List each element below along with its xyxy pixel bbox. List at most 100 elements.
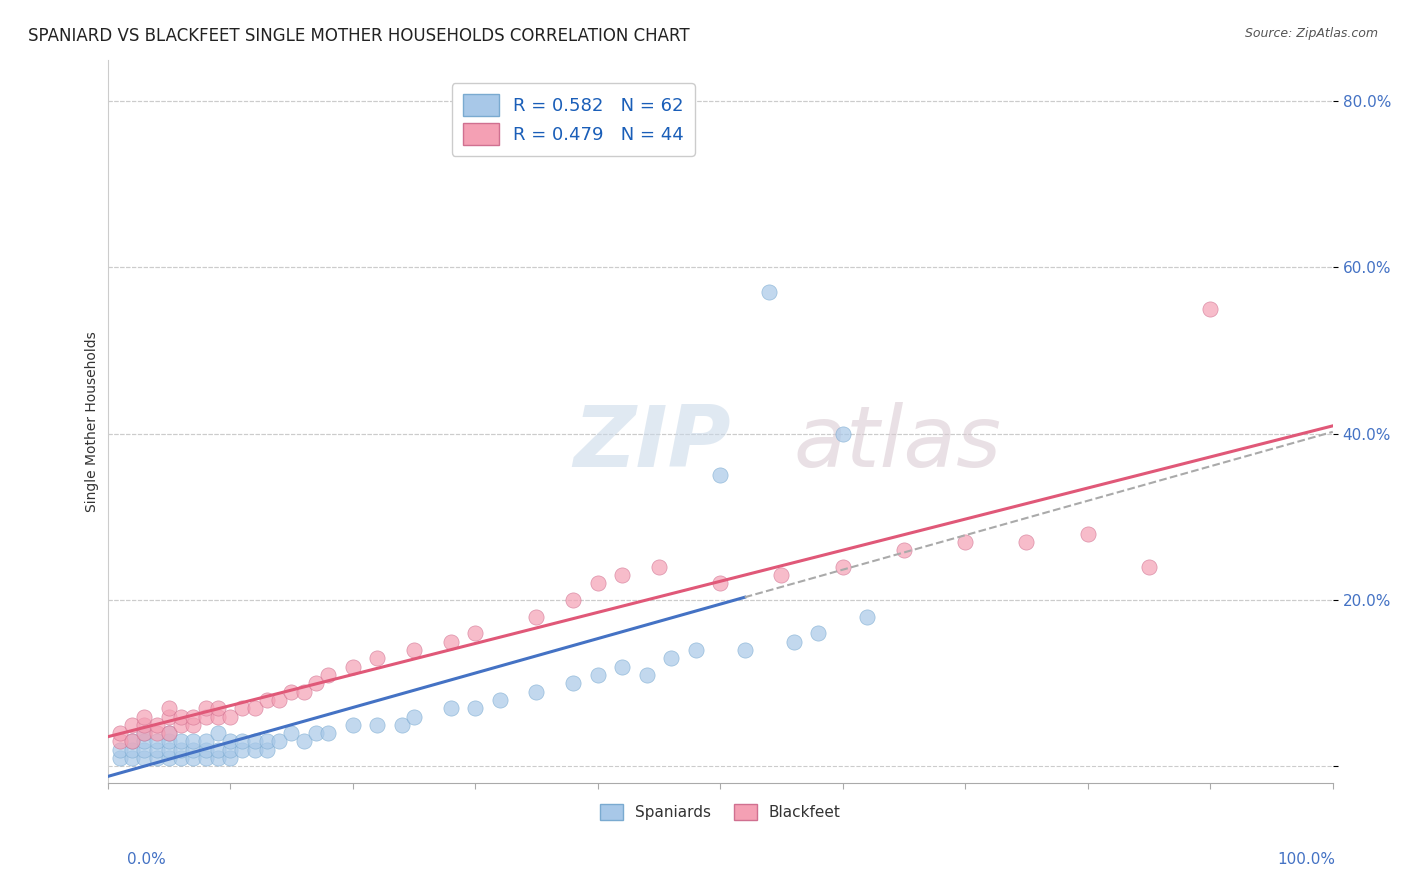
Point [170,743,193,757]
Point [893,543,915,558]
Y-axis label: Single Mother Households: Single Mother Households [86,331,100,512]
Point [391,718,413,732]
Point [157,709,180,723]
Point [1077,526,1099,541]
Point [305,726,328,740]
Point [108,734,131,748]
Point [145,718,167,732]
Point [612,659,634,673]
Point [342,718,364,732]
Point [134,718,156,732]
Point [709,468,731,483]
Point [194,701,217,715]
Point [316,668,339,682]
Point [219,709,242,723]
Point [1199,301,1222,316]
Point [783,634,806,648]
Point [145,734,167,748]
Point [636,668,658,682]
Point [145,743,167,757]
Point [207,743,229,757]
Text: 0.0%: 0.0% [127,852,166,867]
Point [207,701,229,715]
Point [207,726,229,740]
Legend: Spaniards, Blackfeet: Spaniards, Blackfeet [593,797,846,826]
Point [402,709,425,723]
Point [145,751,167,765]
Point [134,726,156,740]
Point [831,426,853,441]
Point [526,684,548,698]
Point [170,718,193,732]
Point [207,751,229,765]
Point [157,734,180,748]
Point [207,709,229,723]
Point [183,751,205,765]
Point [856,609,879,624]
Point [219,734,242,748]
Point [219,751,242,765]
Point [183,743,205,757]
Point [955,535,977,549]
Point [134,709,156,723]
Point [648,559,671,574]
Point [183,718,205,732]
Point [194,709,217,723]
Point [464,701,486,715]
Point [685,643,707,657]
Point [1015,535,1038,549]
Point [108,726,131,740]
Point [440,701,463,715]
Point [366,718,388,732]
Point [807,626,830,640]
Point [402,643,425,657]
Point [562,593,585,607]
Point [121,751,143,765]
Point [562,676,585,690]
Point [342,659,364,673]
Point [121,718,143,732]
Point [108,751,131,765]
Text: SPANIARD VS BLACKFEET SINGLE MOTHER HOUSEHOLDS CORRELATION CHART: SPANIARD VS BLACKFEET SINGLE MOTHER HOUS… [28,27,690,45]
Point [183,734,205,748]
Point [612,568,634,582]
Point [134,726,156,740]
Point [231,743,253,757]
Point [316,726,339,740]
Point [121,743,143,757]
Point [121,734,143,748]
Point [243,743,266,757]
Point [256,743,278,757]
Point [659,651,682,665]
Point [134,734,156,748]
Text: 100.0%: 100.0% [1278,852,1336,867]
Text: Source: ZipAtlas.com: Source: ZipAtlas.com [1244,27,1378,40]
Point [709,576,731,591]
Text: ZIP: ZIP [574,401,731,484]
Point [440,634,463,648]
Point [219,743,242,757]
Point [269,693,291,707]
Text: atlas: atlas [794,401,1001,484]
Point [121,734,143,748]
Point [831,559,853,574]
Point [586,576,609,591]
Point [157,743,180,757]
Point [758,285,780,300]
Point [134,743,156,757]
Point [231,734,253,748]
Point [157,751,180,765]
Point [194,751,217,765]
Point [170,734,193,748]
Point [292,684,315,698]
Point [366,651,388,665]
Point [305,676,328,690]
Point [256,693,278,707]
Point [734,643,756,657]
Point [157,701,180,715]
Point [1137,559,1160,574]
Point [770,568,793,582]
Point [243,701,266,715]
Point [243,734,266,748]
Point [134,751,156,765]
